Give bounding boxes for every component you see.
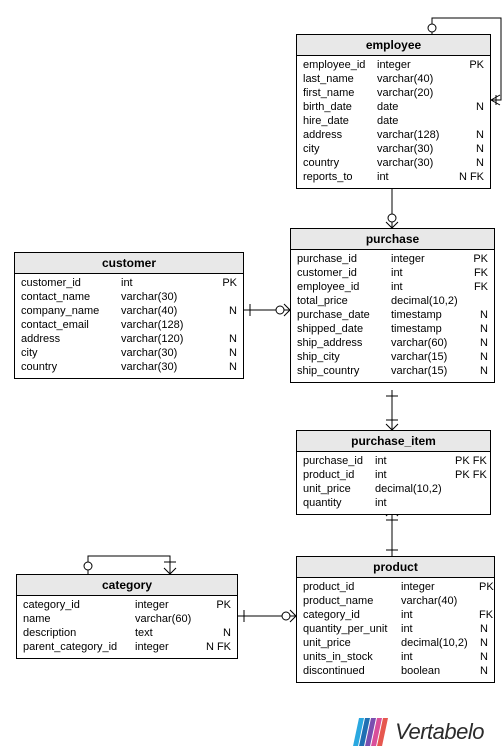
column-row: namevarchar(60): [23, 612, 231, 626]
column-row: product_namevarchar(40): [303, 594, 488, 608]
column-row: ship_addressvarchar(60)N: [297, 336, 488, 350]
column-row: parent_category_idintegerN FK: [23, 640, 231, 654]
column-row: company_namevarchar(40)N: [21, 304, 237, 318]
vertabelo-logo: Vertabelo: [353, 718, 484, 746]
entity-product: product product_idintegerPK product_name…: [296, 556, 495, 683]
column-row: purchase_idintegerPK: [297, 252, 488, 266]
column-row: employee_idintFK: [297, 280, 488, 294]
column-row: ship_countryvarchar(15)N: [297, 364, 488, 378]
entity-title: employee: [297, 35, 490, 56]
entity-body: customer_idintPK contact_namevarchar(30)…: [15, 274, 243, 378]
column-row: purchase_idintPK FK: [303, 454, 484, 468]
column-row: cityvarchar(30)N: [21, 346, 237, 360]
column-row: contact_namevarchar(30): [21, 290, 237, 304]
column-row: addressvarchar(120)N: [21, 332, 237, 346]
column-row: addressvarchar(128)N: [303, 128, 484, 142]
column-row: last_namevarchar(40): [303, 72, 484, 86]
column-row: hire_datedate: [303, 114, 484, 128]
column-row: product_idintegerPK: [303, 580, 488, 594]
column-row: contact_emailvarchar(128): [21, 318, 237, 332]
entity-body: employee_idintegerPK last_namevarchar(40…: [297, 56, 490, 188]
column-row: countryvarchar(30)N: [21, 360, 237, 374]
column-row: quantity_per_unitintN: [303, 622, 488, 636]
entity-title: customer: [15, 253, 243, 274]
column-row: unit_pricedecimal(10,2)N: [303, 636, 488, 650]
entity-body: product_idintegerPK product_namevarchar(…: [297, 578, 494, 682]
column-row: ship_cityvarchar(15)N: [297, 350, 488, 364]
entity-title: category: [17, 575, 237, 596]
entity-title: purchase_item: [297, 431, 490, 452]
entity-body: category_idintegerPK namevarchar(60) des…: [17, 596, 237, 658]
column-row: cityvarchar(30)N: [303, 142, 484, 156]
column-row: shipped_datetimestampN: [297, 322, 488, 336]
column-row: category_idintegerPK: [23, 598, 231, 612]
column-row: discontinuedbooleanN: [303, 664, 488, 678]
logo-icon: [353, 718, 389, 746]
column-row: quantityint: [303, 496, 484, 510]
entity-body: purchase_idintPK FK product_idintPK FK u…: [297, 452, 490, 514]
entity-purchase-item: purchase_item purchase_idintPK FK produc…: [296, 430, 491, 515]
column-row: first_namevarchar(20): [303, 86, 484, 100]
entity-employee: employee employee_idintegerPK last_namev…: [296, 34, 491, 189]
column-row: customer_idintPK: [21, 276, 237, 290]
column-row: customer_idintFK: [297, 266, 488, 280]
entity-category: category category_idintegerPK namevarcha…: [16, 574, 238, 659]
column-row: countryvarchar(30)N: [303, 156, 484, 170]
column-row: purchase_datetimestampN: [297, 308, 488, 322]
column-row: category_idintFK: [303, 608, 488, 622]
column-row: total_pricedecimal(10,2): [297, 294, 488, 308]
logo-text: Vertabelo: [395, 719, 484, 745]
entity-purchase: purchase purchase_idintegerPK customer_i…: [290, 228, 495, 383]
entity-title: purchase: [291, 229, 494, 250]
column-row: employee_idintegerPK: [303, 58, 484, 72]
column-row: birth_datedateN: [303, 100, 484, 114]
entity-title: product: [297, 557, 494, 578]
entity-body: purchase_idintegerPK customer_idintFK em…: [291, 250, 494, 382]
column-row: product_idintPK FK: [303, 468, 484, 482]
column-row: unit_pricedecimal(10,2): [303, 482, 484, 496]
column-row: descriptiontextN: [23, 626, 231, 640]
column-row: units_in_stockintN: [303, 650, 488, 664]
entity-customer: customer customer_idintPK contact_nameva…: [14, 252, 244, 379]
column-row: reports_tointN FK: [303, 170, 484, 184]
